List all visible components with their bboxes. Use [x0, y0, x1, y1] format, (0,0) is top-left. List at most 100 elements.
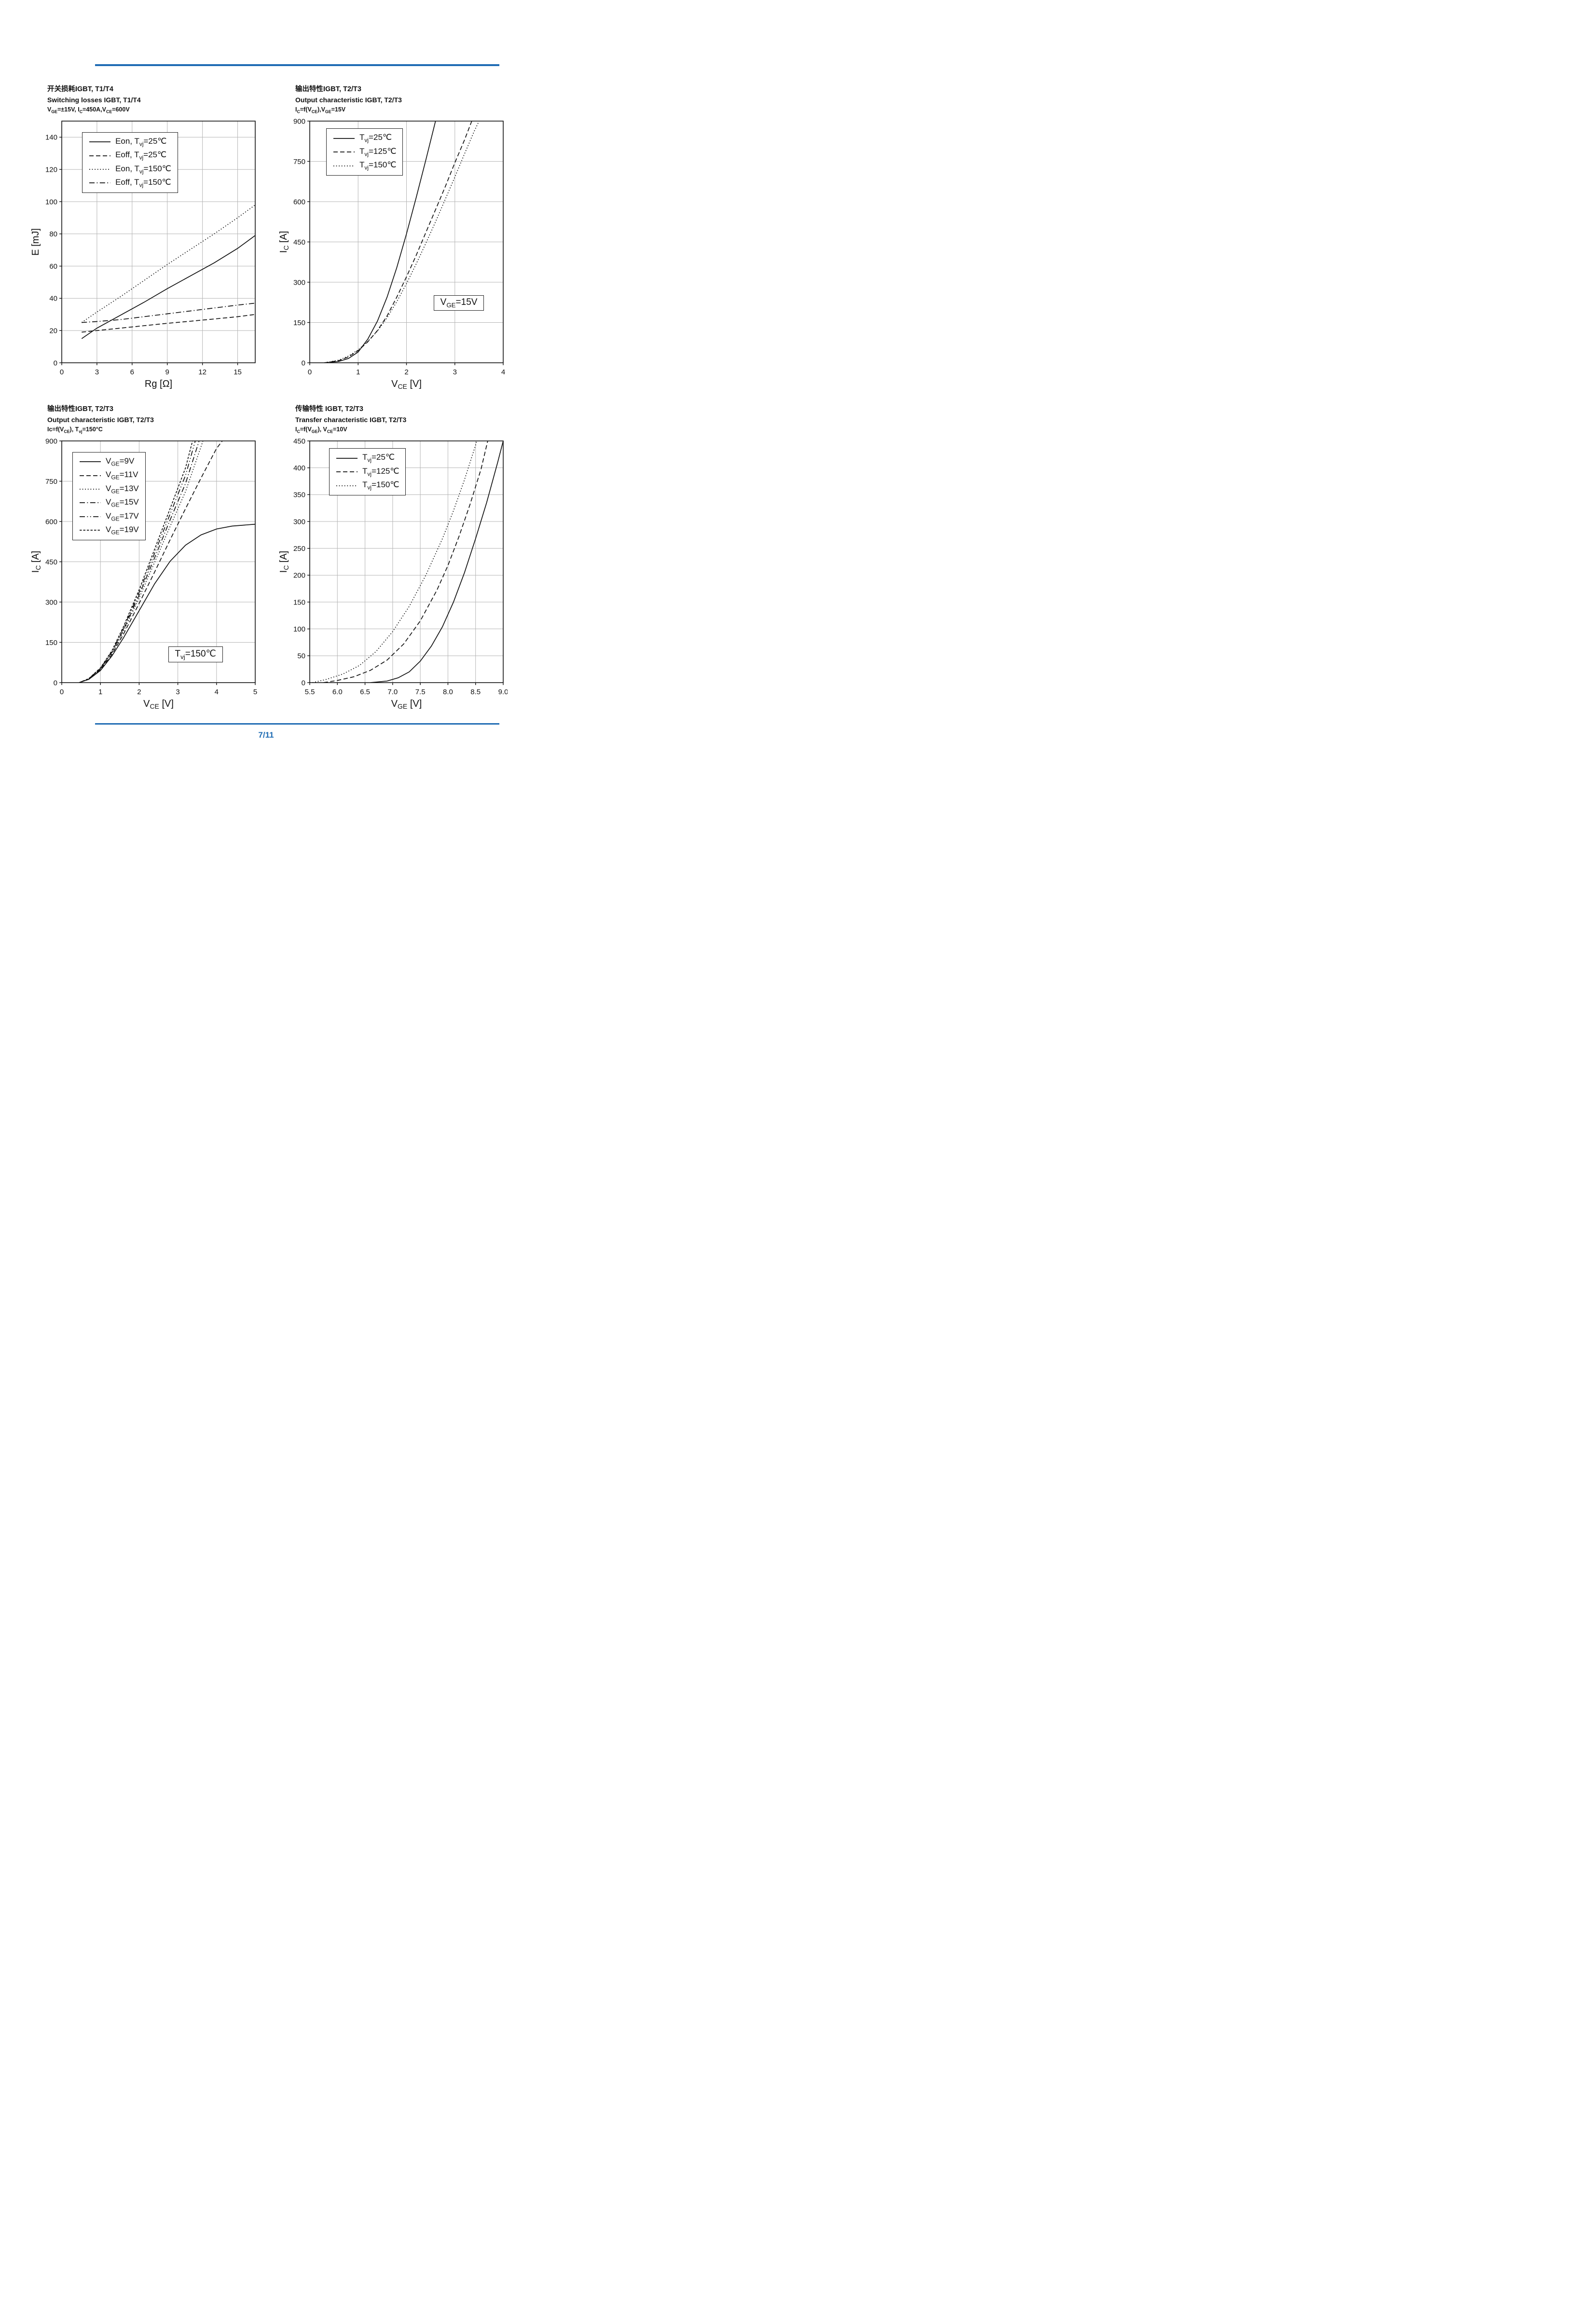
y-tick-label: 350: [293, 491, 305, 499]
curve-tvj-150: [324, 121, 480, 363]
chart2-title-en: Output characteristic IGBT, T2/T3: [295, 96, 402, 104]
y-tick-label: 150: [45, 639, 57, 647]
y-tick-label: 450: [45, 558, 57, 566]
x-tick-label: 4: [501, 368, 505, 376]
y-tick-label: 450: [293, 438, 305, 446]
x-axis-label: VCE [V]: [391, 379, 422, 390]
legend-label: Tvj=25℃: [362, 453, 395, 464]
chart3-title-cn: 输出特性IGBT, T2/T3: [47, 405, 113, 413]
x-tick-label: 0: [308, 368, 312, 376]
y-tick-label: 40: [49, 295, 57, 303]
x-tick-label: 1: [356, 368, 360, 376]
legend: Tvj=25℃ Tvj=125℃ Tvj=150℃: [329, 448, 406, 495]
legend-label: Eoff, Tvj=150℃: [115, 178, 171, 189]
chart2-header: 输出特性IGBT, T2/T3 Output characteristic IG…: [276, 84, 509, 115]
series-group: [312, 441, 503, 683]
legend-item-tvj-150: Tvj=150℃: [333, 160, 396, 171]
x-tick-label: 15: [234, 368, 242, 376]
y-tick-label: 80: [49, 230, 57, 238]
y-tick-label: 300: [293, 518, 305, 526]
chart1-conditions: VGE=±15V, IC=450A,VCE=600V: [47, 106, 130, 114]
y-tick-label: 0: [54, 679, 57, 687]
legend-item-vge-11: VGE=11V: [79, 469, 139, 481]
chart1-title-en: Switching losses IGBT, T1/T4: [47, 96, 141, 104]
chart2-plot: 0 1 2 3 4 0 150 300 450 600 750 900 VCE [V] IC [A] Tvj…: [276, 116, 508, 394]
y-axis-label: IC [A]: [30, 551, 42, 573]
legend-item-eoff-25: Eoff, Tvj=25℃: [89, 150, 171, 161]
curve-eoff-25: [82, 314, 255, 333]
x-tick-label: 9: [165, 368, 169, 376]
legend-label: Tvj=125℃: [359, 146, 397, 158]
y-tick-label: 600: [45, 518, 57, 526]
legend-item-tvj-125: Tvj=125℃: [336, 466, 399, 478]
plot-border: [309, 440, 504, 684]
x-tick-label: 7.5: [415, 688, 426, 696]
y-tick-label: 750: [293, 158, 305, 166]
chart-block-output-characteristic-150c: 输出特性IGBT, T2/T3 Output characteristic IG…: [28, 404, 261, 713]
series-group: [324, 121, 480, 363]
legend-line-sample: [333, 137, 355, 139]
chart4-conditions: IC=f(VGE), VCE=10V: [295, 425, 347, 434]
y-tick-label: 400: [293, 464, 305, 472]
chart1-title-cn: 开关损耗IGBT, T1/T4: [47, 85, 113, 93]
chart-block-output-characteristic-vge15: 输出特性IGBT, T2/T3 Output characteristic IG…: [276, 84, 509, 394]
y-tick-label: 140: [45, 134, 57, 142]
x-tick-label: 6: [130, 368, 134, 376]
legend-label: Eoff, Tvj=25℃: [115, 150, 167, 161]
x-tick-label: 5: [253, 688, 257, 696]
x-tick-label: 3: [176, 688, 179, 696]
legend-item-vge-19: VGE=19V: [79, 524, 139, 536]
y-tick-label: 100: [45, 198, 57, 206]
chart-canvas: 0 1 2 3 4 0 150 300 450 600 750 900 VCE [V] IC [A]: [278, 118, 505, 391]
y-tick-label: 150: [293, 319, 305, 327]
legend-line-sample: [336, 485, 358, 486]
legend-line-sample: [89, 141, 111, 142]
chart1-plot: 0 3 6 9 12 15 0 20 40 60 80 100 120 140 Rg [Ω] E [mJ] Eo…: [28, 116, 260, 394]
x-tick-label: 6.5: [360, 688, 370, 696]
legend-item-tvj-25: Tvj=25℃: [333, 132, 396, 144]
x-tick-label: 2: [404, 368, 408, 376]
y-tick-label: 150: [293, 599, 305, 607]
legend-line-sample: [80, 461, 101, 462]
condition-annotation: VGE=15V: [433, 295, 484, 311]
legend-item-tvj-150: Tvj=150℃: [336, 480, 399, 491]
datasheet-page: 开关损耗IGBT, T1/T4 Switching losses IGBT, T…: [0, 0, 532, 768]
chart-block-switching-losses: 开关损耗IGBT, T1/T4 Switching losses IGBT, T…: [28, 84, 261, 394]
legend-label: VGE=11V: [106, 470, 138, 481]
legend-item-tvj-25: Tvj=25℃: [336, 452, 399, 464]
legend-label: Tvj=125℃: [362, 466, 399, 478]
y-tick-label: 20: [49, 327, 57, 335]
x-tick-label: 2: [137, 688, 141, 696]
y-tick-label: 450: [293, 238, 305, 247]
y-tick-label: 200: [293, 572, 305, 580]
legend-item-vge-15: VGE=15V: [79, 497, 139, 508]
y-tick-label: 0: [302, 679, 305, 687]
y-tick-label: 50: [297, 652, 305, 660]
x-axis-label: VGE [V]: [391, 699, 422, 710]
y-axis-label: IC [A]: [278, 551, 290, 573]
legend-label: VGE=19V: [106, 525, 139, 536]
legend-line-sample: [336, 471, 358, 472]
legend-label: VGE=15V: [106, 497, 139, 508]
x-tick-label: 1: [98, 688, 102, 696]
series-group: [79, 441, 255, 683]
x-tick-label: 6.0: [332, 688, 343, 696]
chart3-conditions: Ic=f(VCE), Tvj=150°C: [47, 425, 103, 434]
x-tick-label: 9.0: [498, 688, 508, 696]
legend-item-eoff-150: Eoff, Tvj=150℃: [89, 177, 171, 189]
x-tick-label: 3: [95, 368, 99, 376]
y-tick-label: 300: [293, 279, 305, 287]
page-number: 7/11: [258, 730, 274, 740]
legend-label: Tvj=150℃: [362, 480, 399, 491]
chart3-title-en: Output characteristic IGBT, T2/T3: [47, 415, 154, 424]
x-axis-label: VCE [V]: [143, 699, 174, 710]
legend-line-sample: [80, 516, 101, 517]
chart2-conditions: IC=f(VCE),VGE=15V: [295, 106, 346, 114]
plot-border: [61, 121, 256, 364]
legend-label: VGE=17V: [106, 511, 139, 522]
chart2-title-cn: 输出特性IGBT, T2/T3: [295, 85, 361, 93]
x-tick-label: 5.5: [305, 688, 315, 696]
legend-line-sample: [89, 155, 111, 156]
x-tick-label: 8.5: [470, 688, 481, 696]
